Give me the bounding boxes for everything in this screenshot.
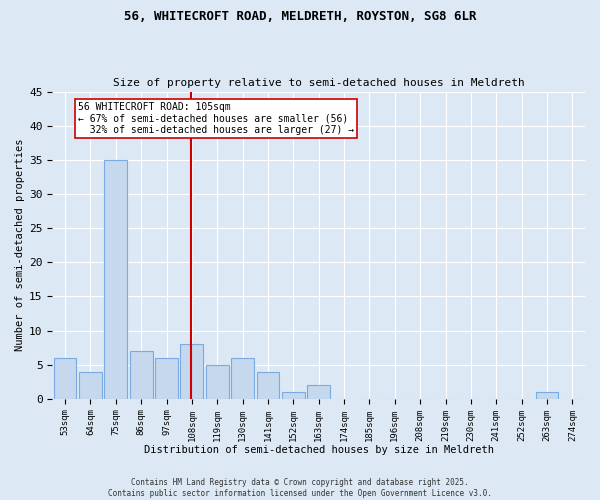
Bar — [257, 372, 280, 399]
Bar — [282, 392, 305, 399]
Bar — [53, 358, 76, 399]
Bar — [104, 160, 127, 399]
Bar — [181, 344, 203, 399]
Bar — [231, 358, 254, 399]
Bar — [206, 364, 229, 399]
X-axis label: Distribution of semi-detached houses by size in Meldreth: Distribution of semi-detached houses by … — [143, 445, 494, 455]
Y-axis label: Number of semi-detached properties: Number of semi-detached properties — [15, 139, 25, 352]
Bar — [79, 372, 102, 399]
Bar — [307, 385, 330, 399]
Bar — [130, 351, 152, 399]
Text: 56, WHITECROFT ROAD, MELDRETH, ROYSTON, SG8 6LR: 56, WHITECROFT ROAD, MELDRETH, ROYSTON, … — [124, 10, 476, 23]
Title: Size of property relative to semi-detached houses in Meldreth: Size of property relative to semi-detach… — [113, 78, 524, 88]
Bar — [536, 392, 559, 399]
Text: 56 WHITECROFT ROAD: 105sqm
← 67% of semi-detached houses are smaller (56)
  32% : 56 WHITECROFT ROAD: 105sqm ← 67% of semi… — [78, 102, 354, 135]
Bar — [155, 358, 178, 399]
Text: Contains HM Land Registry data © Crown copyright and database right 2025.
Contai: Contains HM Land Registry data © Crown c… — [108, 478, 492, 498]
